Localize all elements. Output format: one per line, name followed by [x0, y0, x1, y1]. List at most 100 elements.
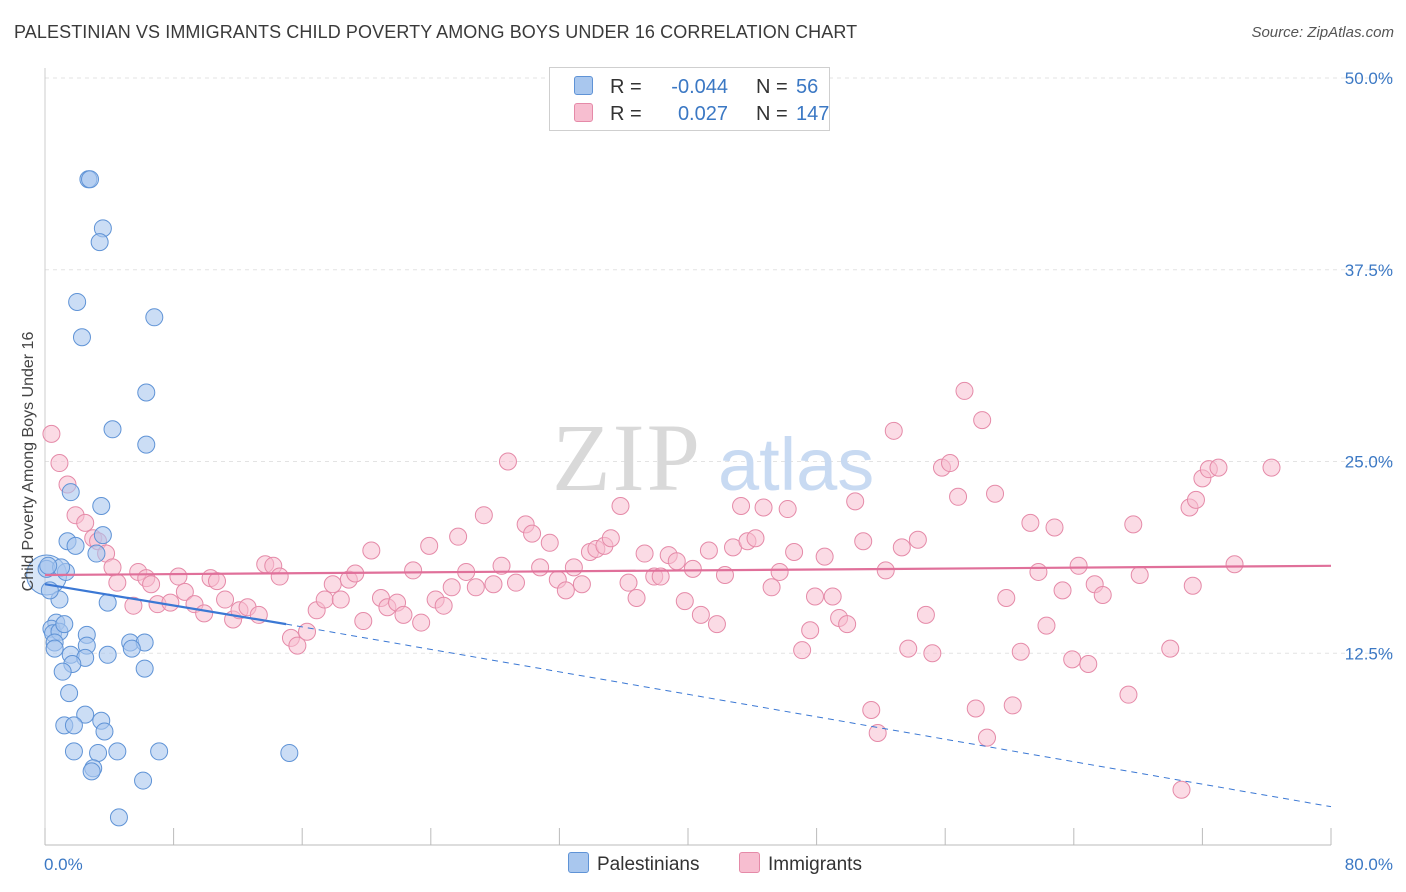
legend-swatch-immigrants [574, 103, 593, 122]
immigrants-point [941, 454, 960, 473]
immigrants-point [973, 411, 992, 430]
palestinians-point [93, 526, 112, 545]
palestinians-point [122, 639, 141, 658]
immigrants-point [556, 581, 575, 600]
legend-n-value: 56 [796, 76, 819, 98]
palestinians-point [103, 420, 122, 439]
immigrants-point [1183, 576, 1202, 595]
watermark-zip: ZIP [552, 404, 702, 511]
immigrants-point [805, 587, 824, 606]
immigrants-point [667, 552, 686, 571]
immigrants-point [1130, 566, 1149, 585]
palestinians-point [66, 536, 85, 555]
chart-title: PALESTINIAN VS IMMIGRANTS CHILD POVERTY … [14, 22, 858, 42]
axes-layer [44, 68, 1332, 846]
immigrants-point [846, 492, 865, 511]
immigrants-point [420, 536, 439, 555]
immigrants-point [270, 567, 289, 586]
immigrants-point [876, 561, 895, 580]
immigrants-point [908, 530, 927, 549]
immigrants-point [394, 605, 413, 624]
legend-swatch-palestinians [574, 76, 593, 95]
immigrants-point [868, 724, 887, 743]
x-tick-label: 0.0% [44, 855, 83, 874]
immigrants-point [838, 615, 857, 634]
palestinians-point [92, 496, 111, 515]
watermark: ZIP atlas [552, 404, 874, 511]
palestinians-point [68, 292, 87, 311]
series-legend-item-palestinians[interactable]: Palestinians [568, 852, 699, 876]
legend-r-label: R = [610, 103, 642, 125]
immigrants-point [404, 561, 423, 580]
immigrants-point [315, 590, 334, 609]
immigrants-point [354, 612, 373, 631]
immigrants-point [1209, 458, 1228, 477]
immigrants-point [627, 589, 646, 608]
immigrants-point [572, 575, 591, 594]
immigrants-point [50, 454, 69, 473]
trend-layer [44, 564, 1332, 808]
palestinians-point [60, 684, 79, 703]
immigrants-point [793, 641, 812, 660]
palestinians-point [134, 771, 153, 790]
legend-r-value: 0.027 [677, 103, 728, 125]
immigrants-point [986, 484, 1005, 503]
immigrants-point [815, 547, 834, 566]
palestinians-point [61, 483, 80, 502]
immigrants-point [691, 605, 710, 624]
palestinians-point [95, 722, 114, 741]
immigrants-point [540, 533, 559, 552]
immigrants-point [142, 575, 161, 594]
immigrants-point [498, 452, 517, 471]
immigrants-point [778, 500, 797, 519]
immigrants-point [997, 589, 1016, 608]
immigrants-point [1063, 650, 1082, 669]
palestinians-point [45, 639, 64, 658]
legend-n-value: 147 [796, 103, 830, 125]
immigrants-point [195, 604, 214, 623]
immigrants-point [955, 381, 974, 400]
palestinians-point [135, 659, 154, 678]
immigrants-point [108, 573, 127, 592]
palestinians-point [137, 383, 156, 402]
immigrants-point [288, 636, 307, 655]
palestinians-point [53, 662, 72, 681]
immigrants-point [492, 556, 511, 575]
immigrants-point [619, 573, 638, 592]
palestinians-point [98, 645, 117, 664]
immigrants-point [216, 590, 235, 609]
palestinians-point [150, 742, 169, 761]
immigrants-point [1003, 696, 1022, 715]
series-legend-item-immigrants[interactable]: Immigrants [739, 852, 862, 876]
immigrants-point [1011, 642, 1030, 661]
immigrants-point [801, 621, 820, 640]
immigrants-point [707, 615, 726, 634]
immigrants-point [442, 578, 461, 597]
palestinians-point [109, 808, 128, 827]
immigrants-point [892, 538, 911, 557]
immigrants-point [1053, 581, 1072, 600]
immigrants-points [42, 381, 1281, 799]
palestinians-point [64, 716, 83, 735]
palestinians-points [26, 170, 299, 827]
immigrants-point [1029, 562, 1048, 581]
immigrants-point [1172, 780, 1191, 799]
immigrants-point [1021, 513, 1040, 532]
immigrants-point [474, 506, 493, 525]
immigrants-point [1186, 490, 1205, 509]
immigrants-point [899, 639, 918, 658]
palestinians-point [89, 743, 108, 762]
immigrants-point [823, 587, 842, 606]
immigrants-point [732, 496, 751, 515]
immigrants-point [331, 590, 350, 609]
y-tick-label: 25.0% [1345, 453, 1393, 472]
immigrants-point [611, 496, 630, 515]
palestinians-point [81, 170, 100, 189]
axis-labels-layer: 12.5% 25.0% 37.5% 50.0% 0.0% 80.0% Child Pover… [20, 69, 1393, 874]
y-tick-label: 50.0% [1345, 69, 1393, 88]
immigrants-point [1069, 556, 1088, 575]
immigrants-point [298, 622, 317, 641]
palestinians-trend-line [44, 583, 287, 626]
immigrants-point [564, 558, 583, 577]
immigrants-point [1161, 639, 1180, 658]
